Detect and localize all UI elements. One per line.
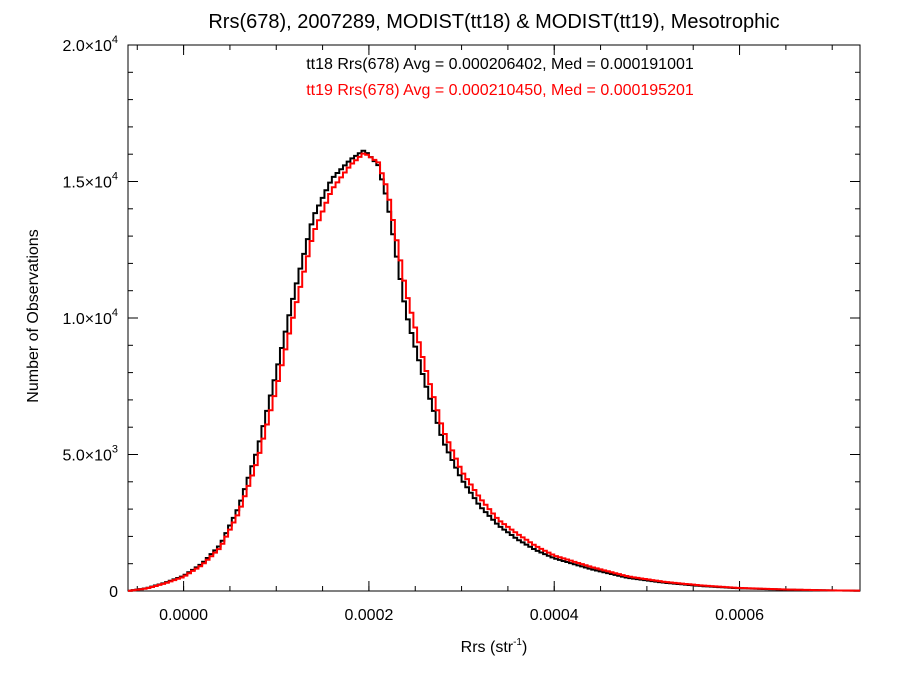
series-layer xyxy=(128,149,860,592)
x-axis-label: Rrs (str-1) xyxy=(461,637,528,656)
y-tick-label: 1.0×104 xyxy=(62,307,118,328)
x-tick-label: 0.0006 xyxy=(715,607,764,624)
series-line-tt19 xyxy=(128,152,860,592)
y-tick-label: 5.0×103 xyxy=(62,444,118,465)
plot-frame xyxy=(127,44,861,592)
x-axis-label-sup: -1 xyxy=(513,637,522,648)
x-tick-label: 0.0002 xyxy=(344,607,393,624)
axis-ticks xyxy=(128,44,860,592)
axis-tick-labels: 0.0000 0.0002 0.0004 0.0006 0 5.0×103 1.0×104 1… xyxy=(62,34,764,624)
y-tick-label: 1.5×104 xyxy=(62,171,118,192)
x-axis-label-close: ) xyxy=(522,639,527,656)
y-tick-label: 0 xyxy=(109,584,118,601)
legend-entry-tt18: tt18 Rrs(678) Avg = 0.000206402, Med = 0… xyxy=(306,56,694,73)
series-line-tt18 xyxy=(128,149,860,592)
plot-area xyxy=(127,44,861,592)
x-axis-label-main: Rrs (str xyxy=(461,639,514,656)
y-tick-label: 2.0×104 xyxy=(62,34,118,55)
chart-title: Rrs(678), 2007289, MODIST(tt18) & MODIST… xyxy=(208,11,779,33)
y-axis-label: Number of Observations xyxy=(25,229,42,402)
legend-entry-tt19: tt19 Rrs(678) Avg = 0.000210450, Med = 0… xyxy=(306,82,694,99)
x-tick-label: 0.0000 xyxy=(159,607,208,624)
x-tick-label: 0.0004 xyxy=(530,607,579,624)
